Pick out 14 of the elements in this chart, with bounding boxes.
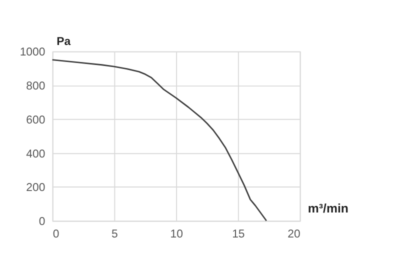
x-tick-label: 10: [170, 228, 183, 240]
y-tick-label: 800: [26, 80, 46, 93]
y-tick-label: 200: [26, 182, 46, 194]
y-tick-label: 600: [26, 114, 46, 126]
y-tick-label: 0: [38, 216, 46, 228]
y-tick-label: 400: [26, 148, 46, 160]
y-tick-label: 1000: [20, 46, 46, 59]
y-axis-title: Pa: [56, 36, 72, 48]
x-axis-title: m³/min: [308, 202, 348, 216]
x-tick-label: 0: [52, 228, 60, 240]
x-tick-label: 5: [112, 228, 118, 240]
x-tick-label: 20: [288, 228, 300, 240]
x-tick-label: 15: [232, 228, 245, 240]
line-series: [52, 59, 268, 222]
